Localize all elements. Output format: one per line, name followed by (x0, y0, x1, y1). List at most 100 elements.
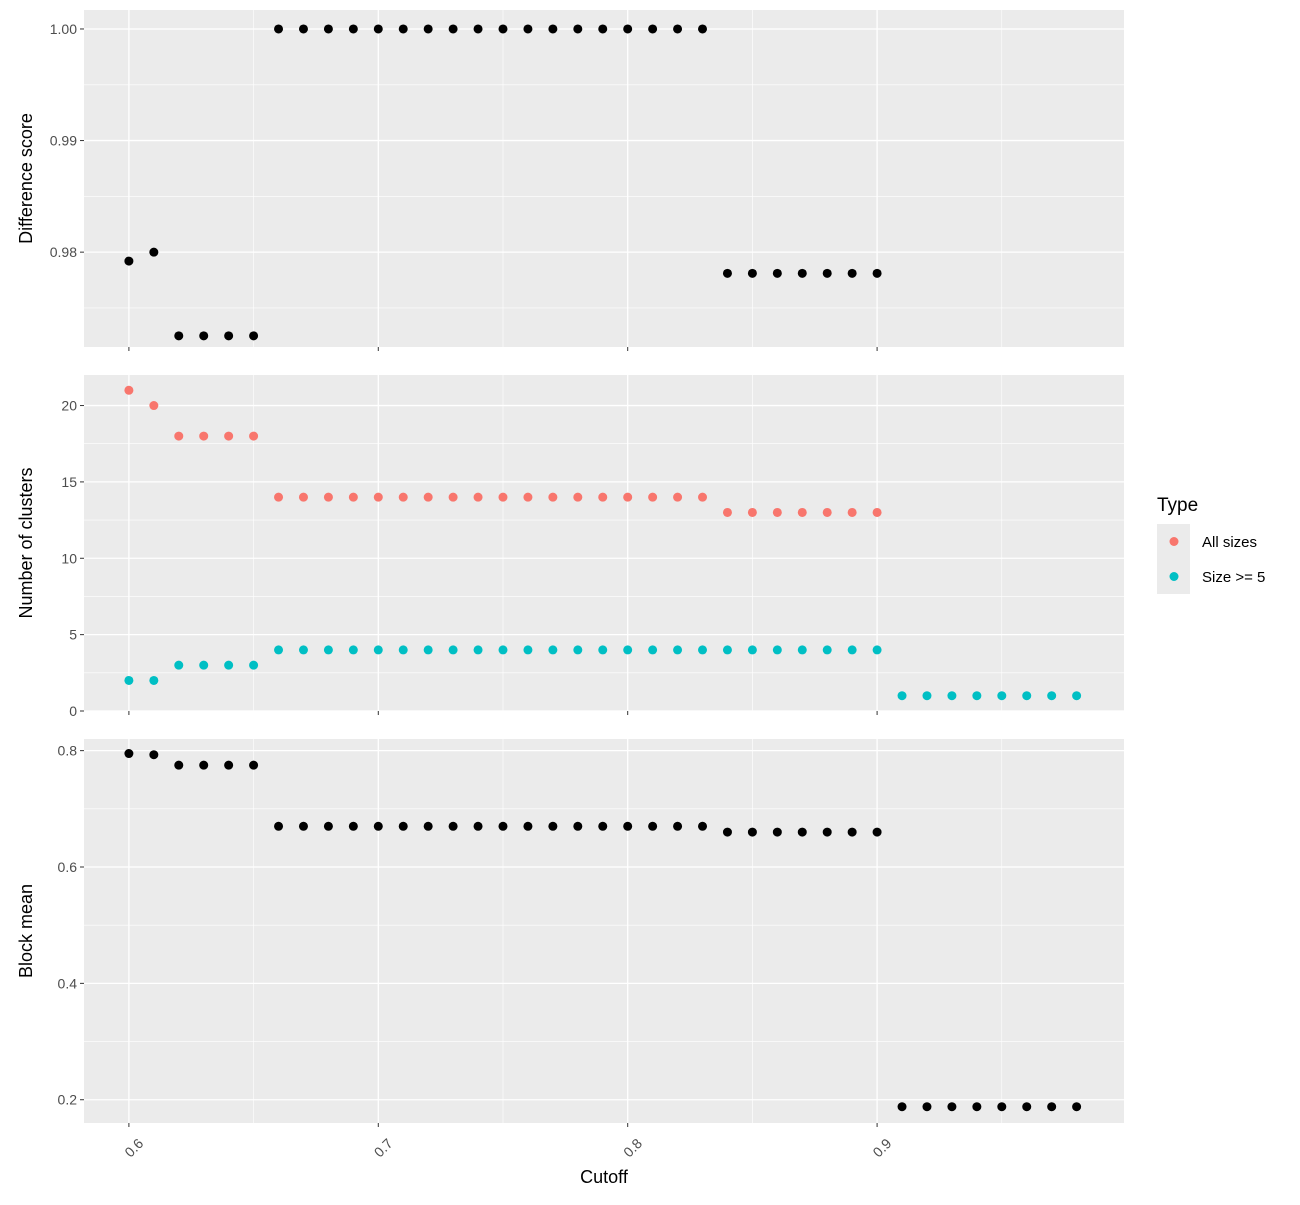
data-point (847, 827, 857, 837)
legend-item-label: All sizes (1202, 534, 1257, 551)
y-tick-label: 0 (69, 703, 77, 719)
data-point (448, 492, 458, 502)
data-point (124, 256, 134, 266)
data-point (797, 827, 807, 837)
data-point (323, 821, 333, 831)
data-point (398, 492, 408, 502)
panel-3: 0.2 0.4 0.6 0.8 Block mean (16, 739, 1124, 1127)
y-tick-label: 10 (61, 550, 77, 566)
data-point (199, 331, 209, 341)
data-point (523, 492, 533, 502)
data-point (174, 331, 184, 341)
x-tick-label: 0.6 (121, 1135, 146, 1160)
data-point (797, 645, 807, 655)
data-point (573, 24, 583, 34)
data-point (298, 24, 308, 34)
y-axis-title: Number of clusters (16, 467, 36, 618)
data-point (922, 1102, 932, 1112)
data-point (249, 331, 259, 341)
legend: Type All sizes Size >= 5 (1157, 495, 1265, 594)
data-point (548, 645, 558, 655)
data-point (448, 821, 458, 831)
series-1 (124, 24, 882, 341)
data-point (224, 431, 234, 441)
data-point (722, 645, 732, 655)
data-point (448, 24, 458, 34)
data-point (548, 24, 558, 34)
data-point (274, 24, 284, 34)
data-point (698, 821, 708, 831)
data-point (747, 268, 757, 278)
data-point (348, 821, 358, 831)
data-point (423, 821, 433, 831)
data-point (747, 507, 757, 517)
data-point (698, 492, 708, 502)
data-point (797, 268, 807, 278)
data-point (274, 645, 284, 655)
data-point (772, 268, 782, 278)
data-point (747, 827, 757, 837)
data-point (648, 492, 658, 502)
data-point (822, 507, 832, 517)
data-point (224, 660, 234, 670)
y-tick-label: 0.4 (58, 975, 78, 991)
data-point (274, 821, 284, 831)
data-point (124, 749, 134, 759)
data-point (722, 827, 732, 837)
data-point (298, 645, 308, 655)
data-point (1072, 691, 1082, 701)
y-tick-label: 5 (69, 627, 77, 643)
data-point (323, 492, 333, 502)
data-point (922, 691, 932, 701)
x-tick-label: 0.8 (620, 1135, 645, 1160)
data-point (648, 645, 658, 655)
data-point (473, 821, 483, 831)
data-point (348, 492, 358, 502)
data-point (174, 431, 184, 441)
data-point (199, 760, 209, 770)
y-tick-label: 0.8 (58, 743, 78, 759)
data-point (249, 660, 259, 670)
data-point (124, 675, 134, 685)
data-point (972, 1102, 982, 1112)
data-point (398, 645, 408, 655)
data-point (1072, 1102, 1082, 1112)
data-point (523, 821, 533, 831)
series-2 (124, 645, 1082, 701)
data-point (847, 645, 857, 655)
data-point (648, 821, 658, 831)
y-tick-label: 0.98 (50, 244, 77, 260)
panel-2: 0 5 10 15 20 Number of clusters (16, 375, 1124, 719)
data-point (822, 268, 832, 278)
panel-background (84, 10, 1124, 347)
data-point (149, 675, 159, 685)
data-point (847, 268, 857, 278)
data-point (1047, 691, 1057, 701)
data-point (523, 645, 533, 655)
y-tick-label: 1.00 (50, 21, 77, 37)
data-point (473, 645, 483, 655)
data-point (149, 750, 159, 760)
data-point (348, 24, 358, 34)
data-point (149, 247, 159, 257)
data-point (772, 827, 782, 837)
data-point (997, 691, 1007, 701)
panel-1: 0.98 0.99 1.00 Difference score (16, 10, 1124, 351)
x-axis-title: Cutoff (580, 1167, 629, 1187)
y-tick-label: 15 (61, 474, 77, 490)
data-point (373, 492, 383, 502)
data-point (398, 24, 408, 34)
data-point (847, 507, 857, 517)
data-point (797, 507, 807, 517)
data-point (348, 645, 358, 655)
data-point (673, 645, 683, 655)
data-point (498, 645, 508, 655)
data-point (872, 827, 882, 837)
data-point (972, 691, 982, 701)
data-point (897, 691, 907, 701)
y-tick-label: 20 (61, 398, 77, 414)
data-point (298, 492, 308, 502)
y-axis-title: Block mean (16, 884, 36, 978)
data-point (249, 760, 259, 770)
